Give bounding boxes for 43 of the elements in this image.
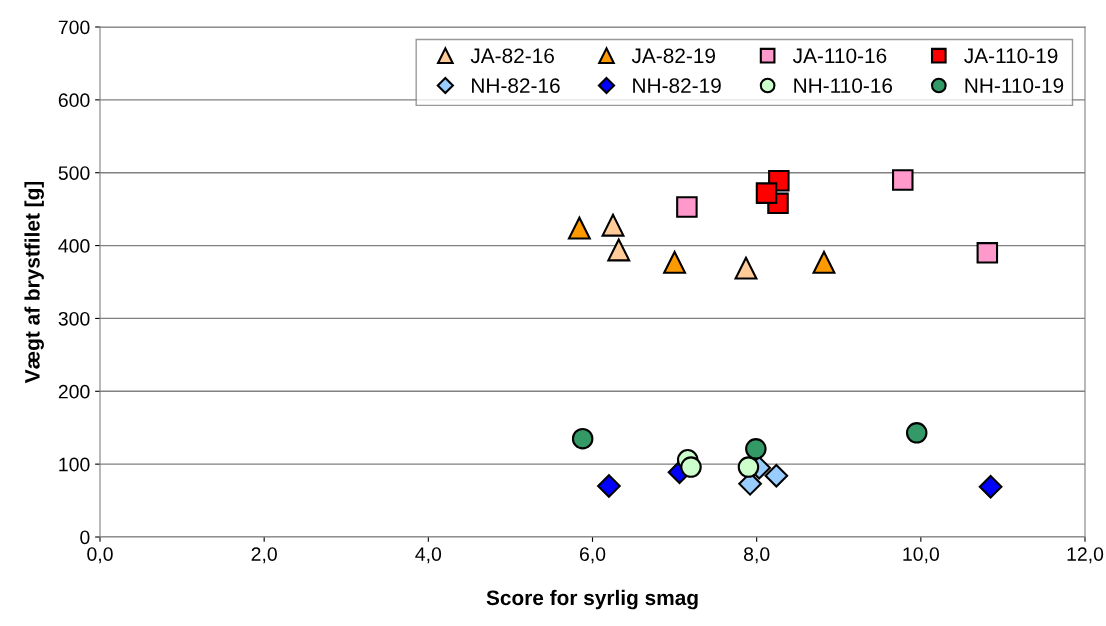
point bbox=[601, 213, 625, 237]
y-tick-label: 600 bbox=[58, 93, 90, 108]
legend-label: JA-82-16 bbox=[470, 48, 554, 64]
y-tick-label: 500 bbox=[58, 166, 90, 180]
point bbox=[978, 474, 1003, 499]
legend-label: JA-110-19 bbox=[964, 48, 1058, 64]
x-tick-label: 6,0 bbox=[579, 547, 606, 564]
point bbox=[812, 250, 836, 274]
x-tick-label: 0,0 bbox=[87, 547, 113, 564]
y-tick-label: 200 bbox=[58, 384, 90, 399]
y-tick-label: 0 bbox=[80, 530, 90, 545]
point bbox=[676, 196, 698, 218]
point bbox=[567, 216, 591, 240]
legend-label: NH-82-16 bbox=[472, 78, 560, 93]
y-tick-label: 700 bbox=[58, 20, 90, 35]
point bbox=[764, 463, 789, 488]
legend-label: JA-110-16 bbox=[792, 48, 887, 64]
point bbox=[892, 169, 914, 191]
point bbox=[734, 256, 758, 280]
point bbox=[745, 438, 767, 460]
x-tick-label: 8,0 bbox=[744, 547, 770, 564]
point bbox=[607, 238, 631, 262]
legend-label: NH-110-16 bbox=[794, 78, 893, 93]
legend-label: NH-82-19 bbox=[633, 78, 721, 93]
point bbox=[663, 250, 687, 274]
point bbox=[976, 242, 999, 264]
x-tick-label: 10,0 bbox=[903, 547, 939, 564]
legend-label: NH-110-19 bbox=[965, 78, 1064, 93]
x-tick-label: 2,0 bbox=[251, 547, 277, 564]
point bbox=[571, 427, 594, 450]
y-tick-label: 400 bbox=[58, 239, 90, 253]
legend-label: JA-82-19 bbox=[631, 48, 716, 64]
point bbox=[905, 422, 928, 444]
y-axis-title: Vægt af brystfilet [g] bbox=[24, 181, 44, 384]
x-axis-title: Score for syrlig smag bbox=[486, 589, 698, 610]
point bbox=[737, 456, 760, 478]
point bbox=[680, 456, 702, 478]
x-tick-label: 4,0 bbox=[415, 547, 442, 564]
y-tick-label: 300 bbox=[58, 311, 90, 326]
y-tick-label: 100 bbox=[59, 457, 90, 472]
x-tick-label: 12,0 bbox=[1067, 547, 1104, 564]
point bbox=[755, 182, 778, 204]
point bbox=[597, 474, 621, 498]
